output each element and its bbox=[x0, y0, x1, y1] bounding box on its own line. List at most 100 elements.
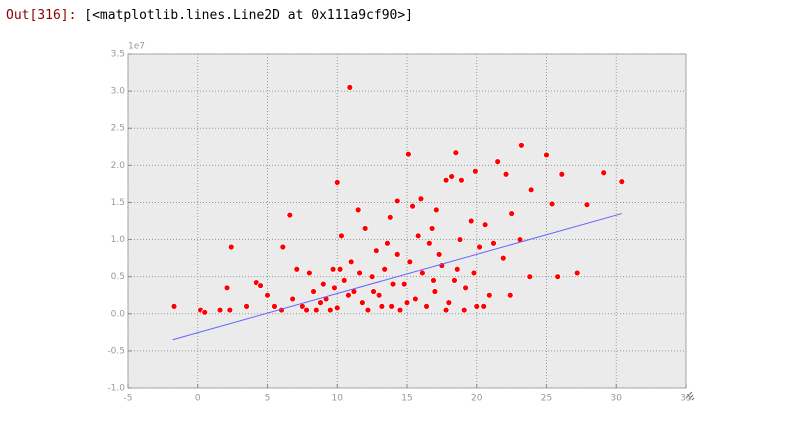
point bbox=[471, 167, 479, 175]
point bbox=[257, 282, 264, 289]
point bbox=[216, 306, 224, 314]
point bbox=[378, 302, 386, 310]
point bbox=[494, 158, 502, 166]
point bbox=[333, 179, 341, 186]
point bbox=[223, 284, 231, 292]
resize-handle[interactable] bbox=[685, 391, 695, 401]
plot-area bbox=[127, 53, 687, 389]
point bbox=[388, 302, 396, 310]
point bbox=[423, 302, 430, 310]
point bbox=[573, 269, 581, 277]
point bbox=[431, 288, 439, 295]
point bbox=[372, 247, 380, 255]
point bbox=[473, 302, 481, 310]
point bbox=[381, 265, 389, 273]
point bbox=[411, 295, 419, 303]
prompt: Out[316]: bbox=[6, 8, 77, 23]
point bbox=[442, 306, 450, 314]
point bbox=[358, 299, 366, 307]
point bbox=[345, 291, 352, 299]
point bbox=[356, 269, 363, 277]
point bbox=[583, 201, 591, 209]
point bbox=[460, 306, 468, 314]
point bbox=[305, 269, 313, 277]
point bbox=[289, 295, 297, 303]
point bbox=[417, 195, 425, 203]
point bbox=[467, 217, 475, 225]
point bbox=[508, 210, 516, 217]
point bbox=[452, 149, 460, 157]
point bbox=[414, 232, 422, 240]
point bbox=[389, 280, 397, 288]
point bbox=[517, 141, 525, 149]
point bbox=[347, 258, 355, 266]
point bbox=[618, 178, 626, 186]
point bbox=[361, 225, 369, 232]
point bbox=[329, 265, 337, 273]
point bbox=[370, 288, 377, 295]
point bbox=[485, 291, 493, 299]
point bbox=[340, 276, 348, 284]
point bbox=[293, 265, 301, 273]
point bbox=[170, 302, 178, 310]
point bbox=[558, 170, 566, 178]
point bbox=[333, 304, 341, 312]
point bbox=[476, 243, 483, 251]
point bbox=[502, 170, 510, 178]
point bbox=[319, 280, 327, 288]
point bbox=[442, 176, 450, 184]
y-tick-label: 1.5 bbox=[111, 198, 125, 208]
point bbox=[543, 151, 550, 159]
point bbox=[286, 211, 294, 219]
point bbox=[451, 276, 458, 284]
point bbox=[279, 243, 287, 251]
point bbox=[368, 273, 376, 281]
x-tick-label: 30 bbox=[611, 394, 623, 404]
y-tick-label: 0.5 bbox=[111, 272, 125, 282]
point bbox=[527, 186, 535, 194]
point bbox=[499, 254, 507, 262]
x-tick-label: 35 bbox=[680, 394, 691, 404]
point bbox=[448, 173, 456, 180]
point bbox=[418, 269, 426, 277]
point bbox=[227, 243, 235, 251]
point bbox=[393, 197, 401, 205]
point bbox=[490, 239, 497, 247]
point bbox=[336, 265, 344, 273]
point bbox=[554, 273, 562, 281]
plot bbox=[127, 53, 687, 389]
point bbox=[435, 250, 443, 258]
point bbox=[425, 239, 433, 247]
fit-line bbox=[172, 213, 622, 341]
y-tick-label: 2.0 bbox=[111, 161, 126, 171]
point bbox=[432, 206, 440, 214]
point bbox=[303, 306, 310, 314]
point bbox=[458, 176, 465, 184]
point bbox=[480, 302, 488, 310]
y-tick-label: -0.5 bbox=[107, 346, 125, 356]
point bbox=[310, 288, 317, 295]
point bbox=[264, 291, 271, 299]
point bbox=[600, 169, 608, 177]
point bbox=[326, 306, 334, 314]
offset-label: 1e7 bbox=[128, 42, 145, 52]
point bbox=[386, 213, 394, 221]
point bbox=[403, 299, 411, 307]
point bbox=[346, 84, 354, 91]
point bbox=[243, 302, 250, 310]
point bbox=[548, 200, 556, 208]
point bbox=[375, 291, 383, 299]
point bbox=[506, 291, 514, 299]
point bbox=[226, 306, 234, 314]
point bbox=[406, 258, 414, 266]
point bbox=[338, 232, 345, 240]
point bbox=[462, 284, 469, 292]
point bbox=[409, 202, 416, 210]
x-tick-label: 20 bbox=[471, 394, 483, 404]
x-tick-label: 10 bbox=[332, 394, 344, 404]
point bbox=[453, 265, 461, 273]
point bbox=[396, 306, 404, 314]
x-tick-label: 5 bbox=[265, 394, 271, 404]
point bbox=[470, 269, 478, 277]
